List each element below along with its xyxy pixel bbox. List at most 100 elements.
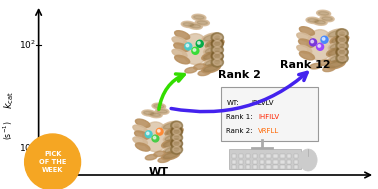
FancyArrowPatch shape xyxy=(159,74,184,109)
Ellipse shape xyxy=(213,35,221,41)
Circle shape xyxy=(158,130,160,132)
Circle shape xyxy=(310,39,317,46)
FancyBboxPatch shape xyxy=(260,154,264,158)
Ellipse shape xyxy=(315,20,325,24)
Ellipse shape xyxy=(152,103,166,109)
FancyBboxPatch shape xyxy=(239,160,243,164)
Ellipse shape xyxy=(318,60,331,65)
Ellipse shape xyxy=(323,66,335,72)
FancyBboxPatch shape xyxy=(221,87,318,141)
FancyBboxPatch shape xyxy=(253,154,257,158)
Text: (s$^{-1}$): (s$^{-1}$) xyxy=(2,120,15,140)
Ellipse shape xyxy=(142,110,155,116)
Ellipse shape xyxy=(297,45,312,54)
Ellipse shape xyxy=(203,53,219,59)
FancyBboxPatch shape xyxy=(280,154,285,158)
Ellipse shape xyxy=(308,19,318,22)
Ellipse shape xyxy=(173,147,180,153)
FancyBboxPatch shape xyxy=(287,165,291,169)
Ellipse shape xyxy=(338,49,346,55)
FancyBboxPatch shape xyxy=(253,160,257,164)
Ellipse shape xyxy=(330,43,345,49)
Ellipse shape xyxy=(154,105,164,108)
Ellipse shape xyxy=(211,33,223,43)
Ellipse shape xyxy=(211,45,223,55)
Ellipse shape xyxy=(174,43,189,52)
Circle shape xyxy=(145,131,152,138)
Ellipse shape xyxy=(328,54,347,63)
Circle shape xyxy=(196,40,203,47)
Ellipse shape xyxy=(317,10,331,16)
Ellipse shape xyxy=(202,33,220,42)
Ellipse shape xyxy=(163,123,178,129)
Ellipse shape xyxy=(165,127,183,136)
Ellipse shape xyxy=(338,37,346,43)
Ellipse shape xyxy=(205,59,221,66)
Text: IHFILV: IHFILV xyxy=(258,114,279,120)
Ellipse shape xyxy=(135,143,150,151)
Ellipse shape xyxy=(154,151,166,156)
Ellipse shape xyxy=(135,131,149,139)
Ellipse shape xyxy=(330,55,345,61)
FancyBboxPatch shape xyxy=(232,154,237,158)
Ellipse shape xyxy=(194,64,206,69)
Circle shape xyxy=(156,128,163,135)
Ellipse shape xyxy=(328,30,344,37)
Ellipse shape xyxy=(188,23,202,29)
Circle shape xyxy=(321,36,328,43)
Text: $10^2$: $10^2$ xyxy=(19,39,36,51)
Ellipse shape xyxy=(194,15,204,19)
Ellipse shape xyxy=(175,31,190,39)
FancyBboxPatch shape xyxy=(287,160,291,164)
Text: VRFLL: VRFLL xyxy=(258,128,279,134)
Text: IRLVLV: IRLVLV xyxy=(251,100,274,106)
Ellipse shape xyxy=(306,17,320,23)
Circle shape xyxy=(153,136,156,139)
Text: $k_{\rm cat}$: $k_{\rm cat}$ xyxy=(2,91,15,109)
Circle shape xyxy=(193,49,196,51)
FancyBboxPatch shape xyxy=(273,160,278,164)
FancyBboxPatch shape xyxy=(294,154,298,158)
Circle shape xyxy=(317,43,324,50)
FancyBboxPatch shape xyxy=(232,165,237,169)
Ellipse shape xyxy=(313,19,327,25)
Ellipse shape xyxy=(162,151,180,160)
Ellipse shape xyxy=(299,51,314,60)
FancyBboxPatch shape xyxy=(260,160,264,164)
Ellipse shape xyxy=(297,33,312,41)
Circle shape xyxy=(318,45,321,47)
Ellipse shape xyxy=(299,149,317,171)
Ellipse shape xyxy=(144,111,154,115)
Ellipse shape xyxy=(328,61,344,68)
Ellipse shape xyxy=(143,122,168,152)
FancyBboxPatch shape xyxy=(229,149,301,169)
Ellipse shape xyxy=(332,36,347,43)
Ellipse shape xyxy=(336,53,348,63)
Circle shape xyxy=(185,43,192,50)
Ellipse shape xyxy=(202,64,220,73)
Ellipse shape xyxy=(328,41,347,50)
Ellipse shape xyxy=(163,152,178,159)
Ellipse shape xyxy=(213,47,221,53)
Ellipse shape xyxy=(185,67,197,73)
Ellipse shape xyxy=(171,121,183,130)
FancyBboxPatch shape xyxy=(253,165,257,169)
Ellipse shape xyxy=(203,45,222,54)
Ellipse shape xyxy=(181,21,195,28)
Ellipse shape xyxy=(173,129,180,135)
Ellipse shape xyxy=(327,47,345,57)
Ellipse shape xyxy=(171,145,183,154)
FancyBboxPatch shape xyxy=(294,160,298,164)
Ellipse shape xyxy=(307,30,333,60)
Ellipse shape xyxy=(175,55,190,64)
Ellipse shape xyxy=(211,57,223,67)
Ellipse shape xyxy=(299,39,314,48)
Circle shape xyxy=(147,132,149,135)
Ellipse shape xyxy=(133,125,147,133)
Ellipse shape xyxy=(327,29,345,38)
Ellipse shape xyxy=(190,24,201,28)
Ellipse shape xyxy=(157,110,167,113)
FancyBboxPatch shape xyxy=(287,154,291,158)
Text: Rank 2:: Rank 2: xyxy=(226,128,253,134)
Ellipse shape xyxy=(318,12,329,15)
